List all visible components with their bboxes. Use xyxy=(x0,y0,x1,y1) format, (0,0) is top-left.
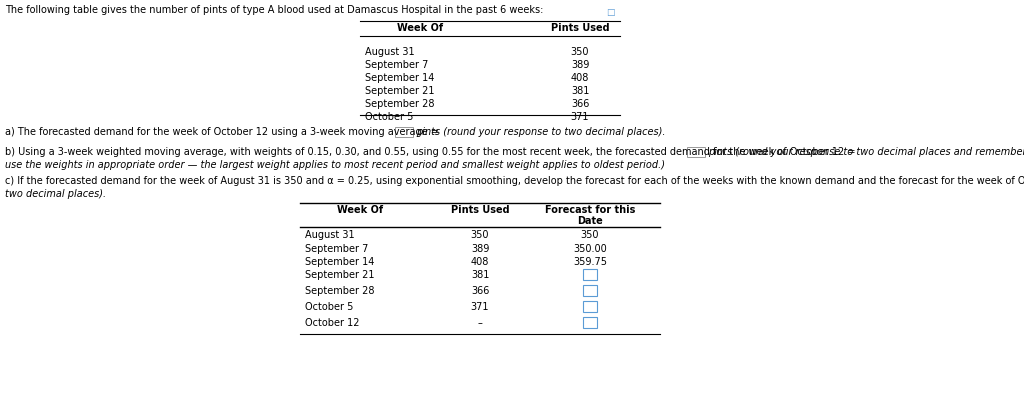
Text: Week Of: Week Of xyxy=(337,205,383,215)
Text: 359.75: 359.75 xyxy=(573,257,607,267)
Text: September 28: September 28 xyxy=(365,99,434,109)
Text: 389: 389 xyxy=(570,60,589,70)
Text: 350: 350 xyxy=(471,230,489,240)
Text: use the weights in appropriate order — the largest weight applies to most recent: use the weights in appropriate order — t… xyxy=(5,160,665,170)
Bar xyxy=(687,147,705,157)
Text: The following table gives the number of pints of type A blood used at Damascus H: The following table gives the number of … xyxy=(5,5,544,15)
Text: 350: 350 xyxy=(581,230,599,240)
Text: 366: 366 xyxy=(471,286,489,296)
Text: Week Of: Week Of xyxy=(397,23,443,33)
Text: pints (round your response to two decimal places).: pints (round your response to two decima… xyxy=(416,127,666,137)
Text: 389: 389 xyxy=(471,244,489,254)
Bar xyxy=(395,127,413,137)
Text: 371: 371 xyxy=(471,302,489,312)
Text: 371: 371 xyxy=(570,112,589,122)
Text: Date: Date xyxy=(578,216,603,226)
Text: –: – xyxy=(477,318,482,328)
Text: c) If the forecasted demand for the week of August 31 is 350 and α = 0.25, using: c) If the forecasted demand for the week… xyxy=(5,176,1024,186)
Text: two decimal places).: two decimal places). xyxy=(5,189,106,199)
Text: October 5: October 5 xyxy=(365,112,414,122)
Text: September 7: September 7 xyxy=(365,60,428,70)
Text: pints (round your response to two decimal places and remember to: pints (round your response to two decima… xyxy=(708,147,1024,157)
Text: Pints Used: Pints Used xyxy=(451,205,509,215)
Text: Forecast for this: Forecast for this xyxy=(545,205,635,215)
Bar xyxy=(583,301,597,312)
Text: 381: 381 xyxy=(570,86,589,96)
Text: 350.00: 350.00 xyxy=(573,244,607,254)
Text: 408: 408 xyxy=(471,257,489,267)
Text: □: □ xyxy=(606,8,615,17)
Text: August 31: August 31 xyxy=(305,230,354,240)
Text: September 28: September 28 xyxy=(305,286,375,296)
Text: October 12: October 12 xyxy=(305,318,359,328)
Text: September 21: September 21 xyxy=(365,86,434,96)
Bar xyxy=(583,285,597,296)
Text: September 14: September 14 xyxy=(365,73,434,83)
Bar xyxy=(583,269,597,280)
Text: b) Using a 3-week weighted moving average, with weights of 0.15, 0.30, and 0.55,: b) Using a 3-week weighted moving averag… xyxy=(5,147,855,157)
Text: Pints Used: Pints Used xyxy=(551,23,609,33)
Text: October 5: October 5 xyxy=(305,302,353,312)
Text: September 21: September 21 xyxy=(305,270,375,280)
Text: September 7: September 7 xyxy=(305,244,369,254)
Text: 381: 381 xyxy=(471,270,489,280)
Bar xyxy=(583,317,597,328)
Text: August 31: August 31 xyxy=(365,47,415,57)
Text: 350: 350 xyxy=(570,47,589,57)
Text: 366: 366 xyxy=(570,99,589,109)
Text: 408: 408 xyxy=(570,73,589,83)
Text: September 14: September 14 xyxy=(305,257,375,267)
Text: a) The forecasted demand for the week of October 12 using a 3-week moving averag: a) The forecasted demand for the week of… xyxy=(5,127,439,137)
